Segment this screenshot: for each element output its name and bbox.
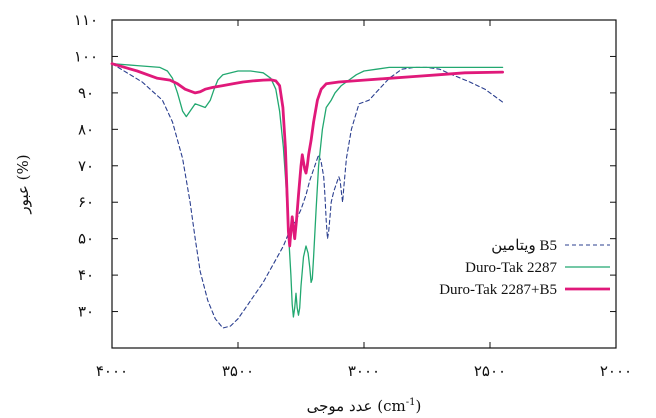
- x-axis-title-superscript: -1: [406, 397, 416, 408]
- y-tick-label: ۸۰: [78, 120, 94, 138]
- y-tick-label: ۱۱۰: [74, 11, 98, 29]
- series-lines: [110, 62, 504, 329]
- legend: ویتامین B5 Duro-Tak 2287 Duro-Tak 2287+B5: [439, 238, 610, 298]
- legend-label-3: Duro-Tak 2287+B5: [439, 282, 557, 298]
- x-tick-label: ۲۰۰۰: [600, 362, 632, 380]
- axis-ticks: [111, 19, 617, 348]
- x-axis-title-tail: ): [415, 397, 421, 415]
- series-line-2: [111, 63, 504, 318]
- x-tick-label: ۲۵۰۰: [474, 362, 506, 380]
- y-tick-label: ۵۰: [78, 230, 94, 248]
- y-axis-title: عبور (%): [14, 154, 32, 214]
- y-tick-label: ۶۰: [78, 193, 94, 211]
- x-axis-title-main: عدد موجی (cm: [307, 397, 406, 415]
- y-tick-label: ۹۰: [78, 84, 94, 102]
- x-axis-title: عدد موجی (cm-1): [307, 397, 422, 415]
- legend-label-1: ویتامین B5: [491, 238, 557, 254]
- x-tick-label: ۴۰۰۰: [96, 362, 128, 380]
- legend-label-2: Duro-Tak 2287: [465, 260, 557, 276]
- axis-tick-labels: ۴۰۰۰ ۳۵۰۰ ۳۰۰۰ ۲۵۰۰ ۲۰۰۰ ۳۰ ۴۰ ۵۰ ۶۰ ۷۰ ۸۰ ۹۰ ۱۰۰ ۱۱۰: [74, 11, 632, 380]
- x-tick-label: ۳۰۰۰: [348, 362, 380, 380]
- y-tick-label: ۳۰: [78, 303, 94, 321]
- series-line-3: [110, 62, 504, 248]
- y-tick-label: ۷۰: [78, 157, 94, 175]
- x-tick-label: ۳۵۰۰: [222, 362, 254, 380]
- series-line-1: [111, 63, 504, 329]
- y-tick-label: ۱۰۰: [74, 47, 98, 65]
- y-tick-label: ۴۰: [78, 266, 94, 284]
- plot-area-frame: [111, 19, 617, 349]
